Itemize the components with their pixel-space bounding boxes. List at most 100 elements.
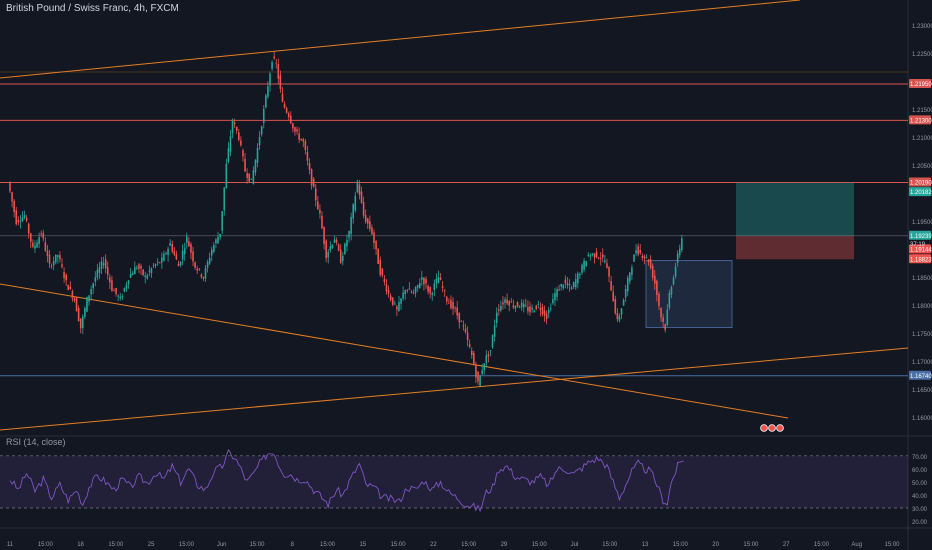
- candle-body: [34, 245, 36, 249]
- candle-body: [533, 310, 535, 313]
- candle-body: [102, 263, 105, 266]
- candle-body: [518, 307, 521, 309]
- candle-body: [73, 298, 76, 301]
- candle-body: [59, 255, 61, 260]
- candle-body: [622, 300, 625, 306]
- candle-body: [364, 215, 367, 222]
- candle-body: [52, 261, 55, 266]
- candle-body: [161, 257, 163, 263]
- candle-body: [529, 306, 531, 312]
- candle-body: [433, 283, 436, 290]
- event-marker-icon[interactable]: [760, 424, 768, 432]
- x-tick-label: 15: [359, 542, 366, 548]
- candle-body: [136, 267, 138, 269]
- candle-body: [643, 256, 646, 259]
- candle-body: [348, 231, 350, 238]
- candle-body: [358, 184, 361, 195]
- candle-body: [608, 266, 610, 277]
- candle-body: [79, 318, 82, 329]
- candle-body: [194, 262, 196, 268]
- candle-body: [269, 73, 271, 86]
- x-tick-label: 20: [712, 542, 719, 548]
- candle-body: [452, 301, 454, 309]
- candle-body: [599, 258, 602, 260]
- candle-body: [82, 316, 84, 328]
- position-target-zone[interactable]: [736, 182, 854, 236]
- candle-body: [410, 291, 413, 293]
- price-label-tag: [909, 254, 931, 264]
- candle-body: [483, 363, 486, 371]
- candle-body: [23, 215, 26, 218]
- candle-body: [131, 273, 134, 276]
- candle-body: [525, 305, 527, 307]
- level-price-label: 1.20190: [910, 181, 932, 187]
- candle-body: [651, 265, 654, 278]
- candle-body: [672, 277, 675, 285]
- candle-body: [308, 163, 311, 170]
- candle-body: [591, 253, 594, 255]
- candle-body: [400, 298, 402, 304]
- candle-body: [19, 221, 22, 223]
- candle-body: [545, 313, 548, 320]
- candle-body: [319, 209, 321, 214]
- level-price-label: 1.21950: [910, 82, 932, 88]
- level-price-tag: [909, 79, 931, 88]
- rsi-y-tick-label: 30.00: [912, 507, 928, 513]
- candle-body: [431, 293, 434, 296]
- candle-body: [346, 239, 348, 247]
- candle-body: [283, 103, 286, 108]
- candle-body: [285, 108, 288, 113]
- y-tick-label: 1.22500: [912, 52, 932, 58]
- candle-body: [275, 62, 278, 64]
- candle-body: [329, 246, 332, 251]
- candle-body: [568, 284, 571, 286]
- candle-body: [618, 315, 621, 321]
- candle-body: [11, 192, 13, 202]
- candle-body: [300, 138, 302, 141]
- candle-body: [379, 259, 382, 275]
- y-tick-label: 1.17000: [912, 360, 932, 366]
- candle-body: [423, 277, 425, 285]
- candle-body: [398, 301, 400, 311]
- trendline[interactable]: [0, 283, 789, 419]
- trendline[interactable]: [0, 347, 909, 431]
- candle-body: [71, 291, 74, 299]
- candle-body: [304, 141, 307, 151]
- candle-body: [175, 254, 178, 260]
- candle-body: [369, 221, 371, 229]
- candle-body: [498, 309, 500, 311]
- candle-body: [427, 285, 429, 292]
- event-marker-icon[interactable]: [776, 424, 784, 432]
- position-stop-zone[interactable]: [736, 235, 854, 260]
- candle-body: [15, 210, 18, 225]
- candle-body: [354, 195, 357, 211]
- candle-body: [125, 284, 128, 289]
- candle-body: [658, 294, 660, 306]
- candle-body: [21, 217, 24, 221]
- candle-body: [183, 248, 186, 255]
- candle-body: [456, 307, 458, 316]
- price-label: 1.19144: [910, 247, 932, 253]
- price-label: 1.19239: [910, 234, 932, 240]
- candle-body: [331, 244, 334, 248]
- candle-body: [198, 268, 201, 270]
- candle-body: [468, 344, 471, 347]
- trendline[interactable]: [0, 0, 801, 79]
- y-tick-label: 1.18500: [912, 276, 932, 282]
- candle-body: [610, 281, 612, 291]
- candle-body: [396, 306, 398, 310]
- candle-body: [188, 241, 190, 247]
- candle-body: [443, 290, 446, 292]
- candle-body: [389, 295, 392, 300]
- candle-body: [32, 242, 34, 247]
- candle-body: [63, 271, 65, 279]
- candle-body: [294, 127, 296, 132]
- event-marker-icon[interactable]: [768, 424, 776, 432]
- candle-body: [325, 240, 327, 259]
- candle-body: [385, 284, 388, 292]
- candle-body: [138, 264, 140, 269]
- candle-body: [470, 350, 473, 356]
- candle-body: [377, 248, 379, 264]
- candle-body: [163, 253, 165, 261]
